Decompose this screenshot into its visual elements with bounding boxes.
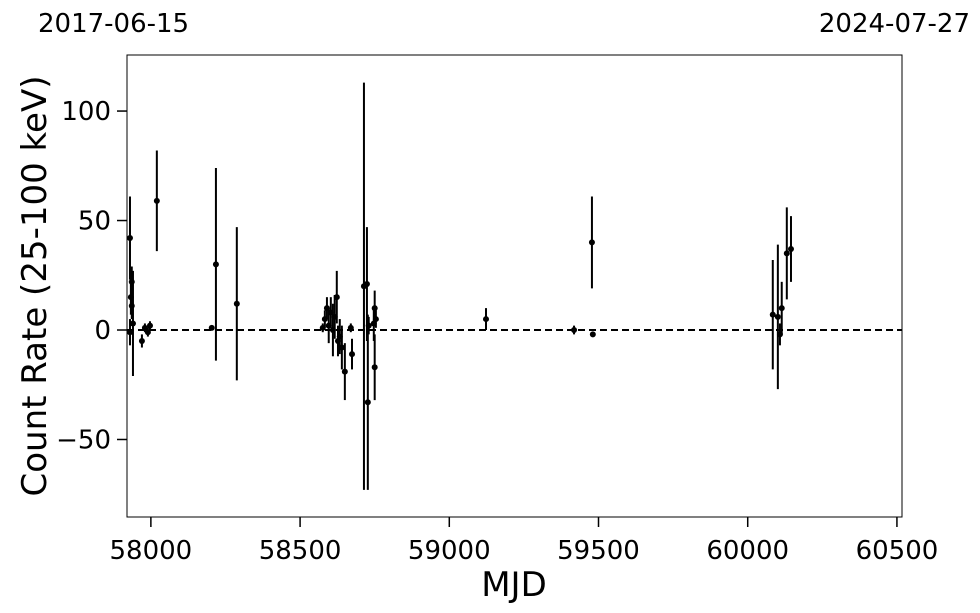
point: [371, 305, 378, 312]
y-tick-label: 50: [78, 207, 111, 237]
point: [783, 250, 790, 257]
point: [774, 313, 781, 320]
point: [787, 245, 794, 252]
x-tick-label: 60500: [856, 536, 939, 566]
point: [769, 311, 776, 318]
x-tick-label: 59500: [557, 536, 640, 566]
point: [571, 327, 578, 334]
point: [146, 322, 153, 329]
y-tick-label: 0: [94, 316, 111, 346]
point: [338, 344, 345, 351]
point: [371, 364, 378, 371]
plot-frame: [126, 54, 903, 518]
y-tick-label: −50: [56, 425, 111, 455]
point: [364, 399, 371, 406]
point: [144, 329, 151, 336]
end-date: 2024-07-27: [819, 9, 970, 39]
point: [589, 331, 596, 338]
x-tick-label: 58500: [259, 536, 342, 566]
point: [341, 368, 348, 375]
point: [333, 294, 340, 301]
point: [349, 351, 356, 358]
point: [212, 261, 219, 268]
point: [372, 316, 379, 323]
point: [126, 235, 133, 242]
point: [363, 281, 370, 288]
point: [141, 324, 148, 331]
x-tick-label: 58000: [110, 536, 193, 566]
x-tick-label: 59000: [408, 536, 491, 566]
x-tick-label: 60000: [706, 536, 789, 566]
point: [208, 324, 215, 331]
start-date: 2017-06-15: [38, 9, 189, 39]
point: [153, 197, 160, 204]
y-axis-title: Count Rate (25-100 keV): [15, 76, 55, 497]
point: [347, 324, 354, 331]
point: [129, 320, 136, 327]
point: [365, 322, 372, 329]
x-axis-title: MJD: [481, 565, 547, 605]
point: [126, 329, 133, 336]
point: [233, 300, 240, 307]
point: [483, 316, 490, 323]
point: [138, 337, 145, 344]
point: [778, 305, 785, 312]
y-tick-label: 100: [61, 97, 111, 127]
point: [588, 239, 595, 246]
